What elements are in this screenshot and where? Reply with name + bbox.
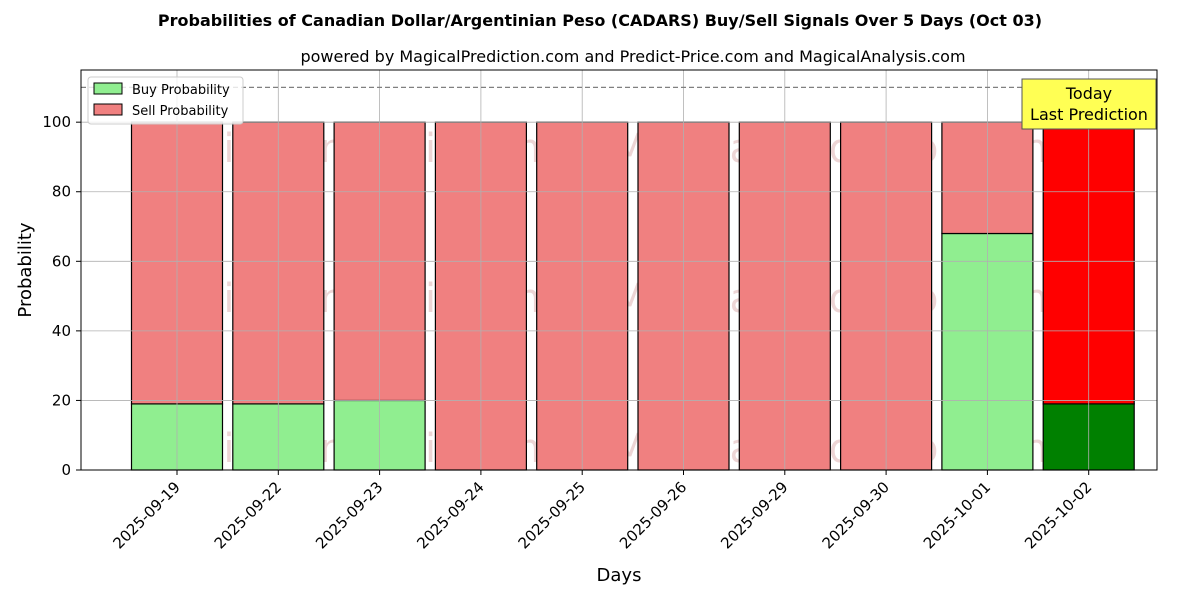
x-tick-label: 2025-09-24 [413,478,487,552]
x-tick-label: 2025-09-25 [515,478,589,552]
y-tick-label: 20 [52,391,71,409]
x-tick-label: 2025-09-29 [717,478,791,552]
y-tick-label: 80 [52,183,71,201]
x-axis-ticks: 2025-09-19 2025-09-22 2025-09-23 2025-09-24… [109,470,1096,552]
y-axis-ticks: 0 20 40 60 80 100 [42,113,81,479]
x-tick-label: 2025-09-23 [312,478,386,552]
today-annotation: Today Last Prediction [1021,78,1157,130]
x-tick-label: 2025-09-26 [616,478,690,552]
today-annotation-line1: Today [1065,84,1112,103]
legend-box [87,76,244,125]
y-tick-label: 60 [52,252,71,270]
x-tick-label: 2025-09-22 [211,478,285,552]
y-tick-label: 0 [61,461,71,479]
legend-swatch-sell [93,103,123,116]
chart-title: Probabilities of Canadian Dollar/Argenti… [158,11,1042,30]
legend-swatch-buy [93,82,123,95]
y-tick-label: 40 [52,322,71,340]
today-annotation-box [1021,78,1157,130]
today-annotation-line2: Last Prediction [1030,105,1148,124]
x-axis-label: Days [597,565,642,586]
legend: Buy Probability Sell Probability [87,76,244,125]
x-tick-label: 2025-10-01 [920,478,994,552]
y-axis-label: Probability [15,222,36,317]
x-tick-label: 2025-10-02 [1021,478,1095,552]
chart-subtitle: powered by MagicalPrediction.com and Pre… [300,47,965,66]
plot-frame [80,69,1158,471]
legend-label-buy: Buy Probability [132,83,230,98]
x-tick-label: 2025-09-30 [819,478,893,552]
y-tick-label: 100 [42,113,71,131]
x-tick-label: 2025-09-19 [109,478,183,552]
legend-label-sell: Sell Probability [132,104,229,119]
